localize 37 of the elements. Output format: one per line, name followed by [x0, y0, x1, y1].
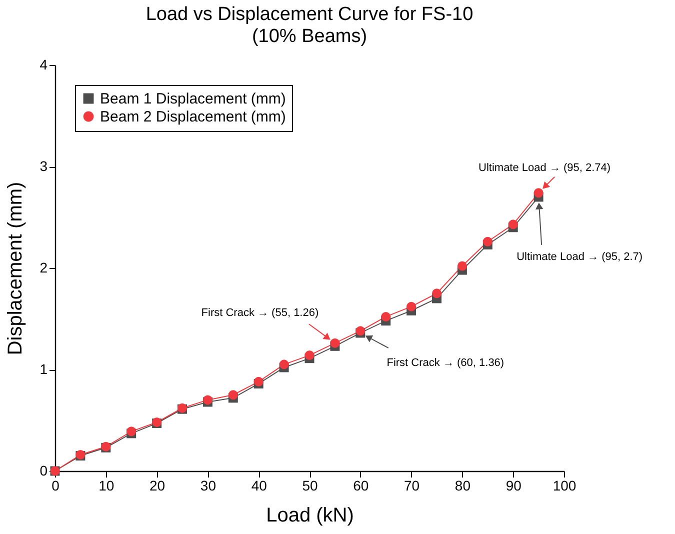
- point: [304, 350, 314, 360]
- x-axis-title: Load (kN): [266, 504, 354, 526]
- annotation: Ultimate Load → (95, 2.74): [478, 162, 611, 174]
- point: [330, 338, 340, 348]
- x-tick-label: 80: [454, 478, 471, 494]
- y-tick-label: 0: [40, 462, 48, 478]
- y-tick-label: 4: [40, 56, 48, 72]
- annotation: First Crack → (55, 1.26): [201, 307, 319, 320]
- point: [432, 288, 442, 298]
- point: [406, 302, 416, 312]
- x-tick-label: 30: [200, 478, 216, 494]
- x-tick-label: 50: [302, 478, 318, 494]
- x-tick-label: 20: [150, 478, 166, 494]
- annotation: First Crack → (60, 1.36): [386, 356, 504, 369]
- point: [457, 261, 467, 271]
- y-tick-label: 2: [40, 260, 48, 276]
- y-tick-label: 3: [40, 158, 48, 174]
- point: [534, 188, 544, 198]
- legend-label: Beam 2 Displacement (mm): [100, 108, 286, 126]
- x-tick-label: 70: [404, 478, 420, 494]
- x-tick-label: 60: [353, 478, 369, 494]
- annotation: Ultimate Load → (95, 2.7): [516, 250, 643, 263]
- x-tick-label: 10: [98, 478, 114, 494]
- x-tick-label: 40: [251, 478, 268, 494]
- chart-subtitle: (10% Beams): [252, 26, 368, 47]
- x-tick-label: 100: [552, 478, 576, 494]
- point: [482, 236, 492, 246]
- point: [508, 220, 518, 230]
- y-axis-title: Displacement (mm): [4, 182, 27, 356]
- x-tick-label: 0: [52, 478, 60, 494]
- legend-label: Beam 1 Displacement (mm): [100, 90, 286, 108]
- point: [381, 312, 391, 322]
- x-tick-label: 90: [506, 478, 522, 494]
- point: [228, 390, 238, 400]
- chart-title: Load vs Displacement Curve for FS-10: [146, 4, 474, 25]
- point: [279, 360, 289, 370]
- y-tick-label: 1: [40, 361, 48, 377]
